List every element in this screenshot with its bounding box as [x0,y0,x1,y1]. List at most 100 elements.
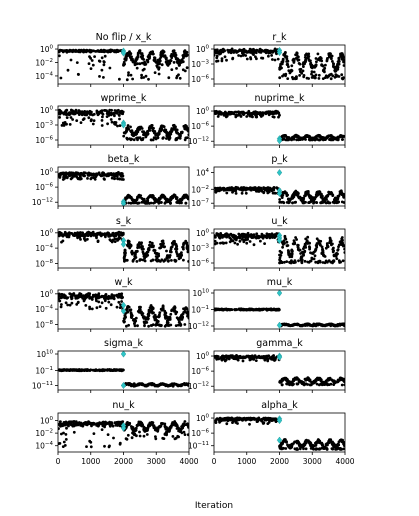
data-point [133,133,137,136]
data-point [234,50,238,53]
data-point [94,295,98,299]
data-point [139,125,143,129]
data-point [65,122,68,126]
data-point [87,62,91,65]
data-point [285,57,289,61]
data-point [185,54,189,57]
data-point [298,62,302,66]
data-point [263,111,266,115]
y-tick-label: 10−2 [35,58,53,68]
data-point [332,62,335,66]
data-point [135,198,139,202]
data-point [138,50,142,54]
data-point [220,59,224,63]
data-point [287,250,290,253]
y-tick-label: 10−6 [35,183,53,193]
data-point [302,252,305,256]
y-tick-label: 10−12 [188,137,209,147]
data-point [58,54,61,58]
data-point [129,55,133,58]
y-tick-label: 1010 [192,289,209,299]
data-point [312,65,316,68]
data-point [331,260,334,264]
scatter-points [214,47,345,81]
data-point [336,60,340,63]
data-point [228,188,232,192]
data-point [113,109,117,112]
data-point [318,138,322,142]
data-point [229,354,233,358]
data-point [308,246,312,250]
data-point [69,173,72,177]
data-point [281,377,285,381]
data-point [136,53,140,57]
data-point [339,240,343,243]
data-point [296,134,300,138]
data-point [103,178,106,181]
data-point [183,69,187,73]
data-point [87,233,90,237]
data-point [218,111,222,115]
data-point [113,240,117,244]
data-point [218,52,222,56]
data-point [171,195,174,199]
data-point [109,303,113,307]
data-point [250,234,253,238]
data-point [295,53,299,57]
data-point [97,171,101,175]
data-point [233,308,237,311]
data-point [281,245,284,249]
data-point [332,64,335,68]
data-point [300,71,304,75]
data-point [328,201,332,205]
data-point [146,132,150,136]
data-point [65,116,69,119]
data-point [174,53,178,57]
data-point [112,297,116,301]
data-point [104,306,108,310]
data-point [287,65,290,69]
data-point [136,138,139,142]
data-point [168,130,172,134]
data-point [225,191,229,195]
data-point [91,122,95,126]
data-point [133,200,137,204]
data-point [144,132,148,136]
data-point [104,49,108,53]
data-point [86,177,89,180]
data-point [337,58,341,61]
data-point [342,135,345,138]
data-point [113,177,116,181]
data-point [321,261,325,264]
subplot-title: wprime_k [101,93,147,104]
y-tick-label: 100 [196,107,210,117]
data-point [255,232,259,236]
data-point [144,74,148,78]
data-point [66,113,69,116]
data-point [241,359,245,363]
data-point [271,115,275,118]
data-point [119,231,123,235]
data-point [289,324,293,327]
data-point [339,134,343,138]
data-point [141,250,145,254]
data-point [316,261,320,265]
data-point [91,63,95,67]
data-point [124,315,127,319]
data-point [159,201,163,204]
data-point [178,61,182,65]
data-point [161,304,165,308]
data-point [165,319,169,323]
data-point [307,52,311,56]
data-point [125,308,129,311]
data-point [309,323,312,327]
data-point [155,318,158,322]
data-point [253,235,257,239]
data-point [80,368,84,372]
data-point [319,57,323,60]
data-point [286,63,290,66]
data-point [288,383,292,387]
data-point [139,382,142,386]
